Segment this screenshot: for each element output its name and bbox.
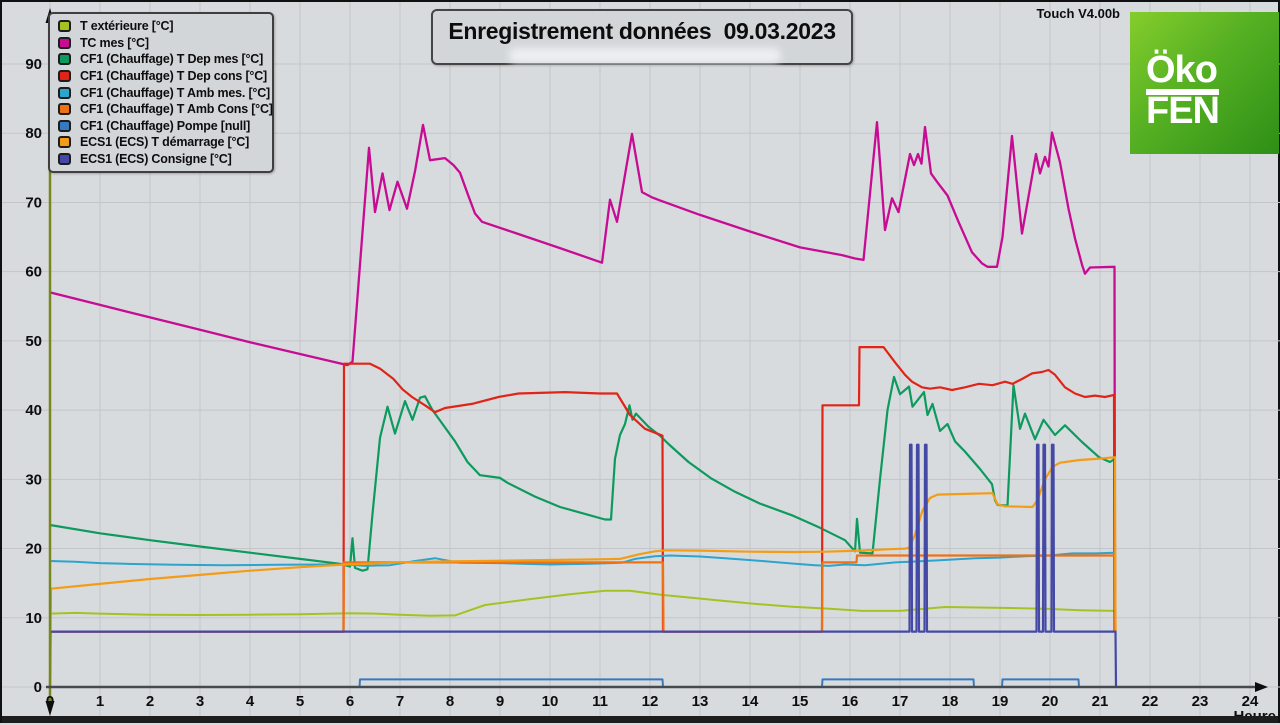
x-tick-label: 0 bbox=[46, 693, 54, 710]
screen-bottom-border bbox=[2, 716, 1278, 723]
x-tick-label: 2 bbox=[146, 693, 154, 710]
legend-item: T extérieure [°C] bbox=[58, 18, 266, 35]
legend-swatch-icon bbox=[58, 53, 71, 66]
x-tick-label: 14 bbox=[742, 693, 759, 710]
legend-item-label: ECS1 (ECS) T démarrage [°C] bbox=[80, 135, 250, 150]
x-tick-label: 8 bbox=[446, 693, 454, 710]
series-line-cf1_t_dep_mes bbox=[49, 375, 1116, 572]
x-tick-label: 17 bbox=[892, 693, 909, 710]
logo-fen-text: FEN bbox=[1146, 89, 1220, 132]
legend-item-label: ECS1 (ECS) Consigne [°C] bbox=[80, 152, 232, 167]
legend-item-label: TC mes [°C] bbox=[80, 35, 149, 50]
series-line-tc_mes bbox=[49, 120, 1117, 632]
y-tick-label: 70 bbox=[25, 194, 42, 211]
legend-item: CF1 (Chauffage) T Dep cons [°C] bbox=[58, 68, 267, 85]
x-tick-label: 21 bbox=[1092, 693, 1109, 710]
series-line-cf1_t_dep_cons bbox=[50, 346, 1116, 633]
y-tick-label: 50 bbox=[25, 333, 42, 350]
legend-swatch-icon bbox=[58, 103, 71, 116]
x-tick-label: 1 bbox=[96, 693, 104, 710]
legend-item-label: CF1 (Chauffage) Pompe [null] bbox=[80, 118, 251, 133]
x-tick-label: 13 bbox=[692, 693, 709, 710]
x-tick-label: 22 bbox=[1142, 693, 1159, 710]
x-tick-label: 4 bbox=[246, 693, 255, 710]
legend-item: CF1 (Chauffage) T Amb Cons [°C] bbox=[58, 101, 273, 118]
series-line-cf1_pompe bbox=[50, 678, 1115, 688]
x-tick-label: 19 bbox=[992, 693, 1009, 710]
y-tick-label: 60 bbox=[25, 264, 42, 281]
legend-swatch-icon bbox=[58, 70, 71, 83]
okofen-logo-text: ÖkoFEN bbox=[1146, 51, 1279, 130]
legend-swatch-icon bbox=[58, 36, 71, 49]
x-tick-label: 11 bbox=[592, 693, 608, 710]
legend-item: CF1 (Chauffage) T Amb mes. [°C] bbox=[58, 84, 270, 101]
x-tick-label: 15 bbox=[792, 693, 809, 710]
y-tick-label: 90 bbox=[25, 56, 42, 73]
legend-item: CF1 (Chauffage) T Dep mes [°C] bbox=[58, 51, 266, 68]
legend-item-label: CF1 (Chauffage) T Amb Cons [°C] bbox=[80, 102, 273, 117]
legend-item-label: CF1 (Chauffage) T Dep mes [°C] bbox=[80, 52, 264, 67]
x-tick-label: 10 bbox=[542, 693, 559, 710]
series-line-t_exterieure bbox=[49, 589, 1117, 632]
x-tick-label: 16 bbox=[842, 693, 859, 710]
legend-swatch-icon bbox=[58, 119, 71, 132]
y-tick-label: 10 bbox=[25, 610, 42, 627]
page-title: Enregistrement données 09.03.2023 bbox=[448, 18, 836, 44]
redacted-subtitle bbox=[509, 48, 781, 63]
x-tick-label: 18 bbox=[942, 693, 959, 710]
series-lines bbox=[48, 120, 1118, 688]
x-tick-label: 7 bbox=[396, 693, 404, 710]
y-tick-label: 80 bbox=[25, 125, 42, 142]
legend-swatch-icon bbox=[58, 20, 71, 33]
series-line-cf1_t_amb_mes bbox=[49, 551, 1117, 632]
y-tick-label: 30 bbox=[25, 471, 42, 488]
x-tick-label: 23 bbox=[1192, 693, 1209, 710]
x-tick-label: 20 bbox=[1042, 693, 1059, 710]
logo-oko-text: Öko bbox=[1146, 49, 1218, 91]
legend: T extérieure [°C] TC mes [°C] CF1 (Chauffa… bbox=[48, 12, 274, 174]
legend-item: ECS1 (ECS) Consigne [°C] bbox=[58, 151, 266, 168]
legend-item: ECS1 (ECS) T démarrage [°C] bbox=[58, 134, 266, 151]
legend-swatch-icon bbox=[58, 153, 71, 166]
legend-item-label: CF1 (Chauffage) T Amb mes. [°C] bbox=[80, 85, 271, 100]
x-tick-label: 3 bbox=[196, 693, 204, 710]
legend-swatch-icon bbox=[58, 136, 71, 149]
x-axis-arrow-icon bbox=[1255, 682, 1268, 692]
legend-item-label: T extérieure [°C] bbox=[80, 19, 174, 34]
title-box: Enregistrement données 09.03.2023 bbox=[431, 9, 853, 65]
okofen-logo: ÖkoFEN bbox=[1130, 12, 1279, 154]
series-line-ecs1_t_demarrage bbox=[48, 456, 1117, 688]
x-tick-label: 24 bbox=[1242, 693, 1259, 710]
y-axis-bottom-arrow-icon bbox=[45, 701, 55, 716]
y-tick-label: 40 bbox=[25, 402, 42, 419]
x-tick-label: 9 bbox=[496, 693, 504, 710]
series-line-ecs1_consigne bbox=[48, 443, 1118, 688]
legend-swatch-icon bbox=[58, 86, 71, 99]
firmware-version-label: Touch V4.00b bbox=[1036, 6, 1120, 21]
x-tick-label: 6 bbox=[346, 693, 354, 710]
y-tick-label: 0 bbox=[34, 679, 42, 696]
y-tick-label: 20 bbox=[25, 541, 42, 558]
x-tick-label: 5 bbox=[296, 693, 304, 710]
legend-item-label: CF1 (Chauffage) T Dep cons [°C] bbox=[80, 69, 267, 84]
x-tick-label: 12 bbox=[642, 693, 659, 710]
legend-item: TC mes [°C] bbox=[58, 35, 266, 52]
legend-item: CF1 (Chauffage) Pompe [null] bbox=[58, 118, 266, 135]
